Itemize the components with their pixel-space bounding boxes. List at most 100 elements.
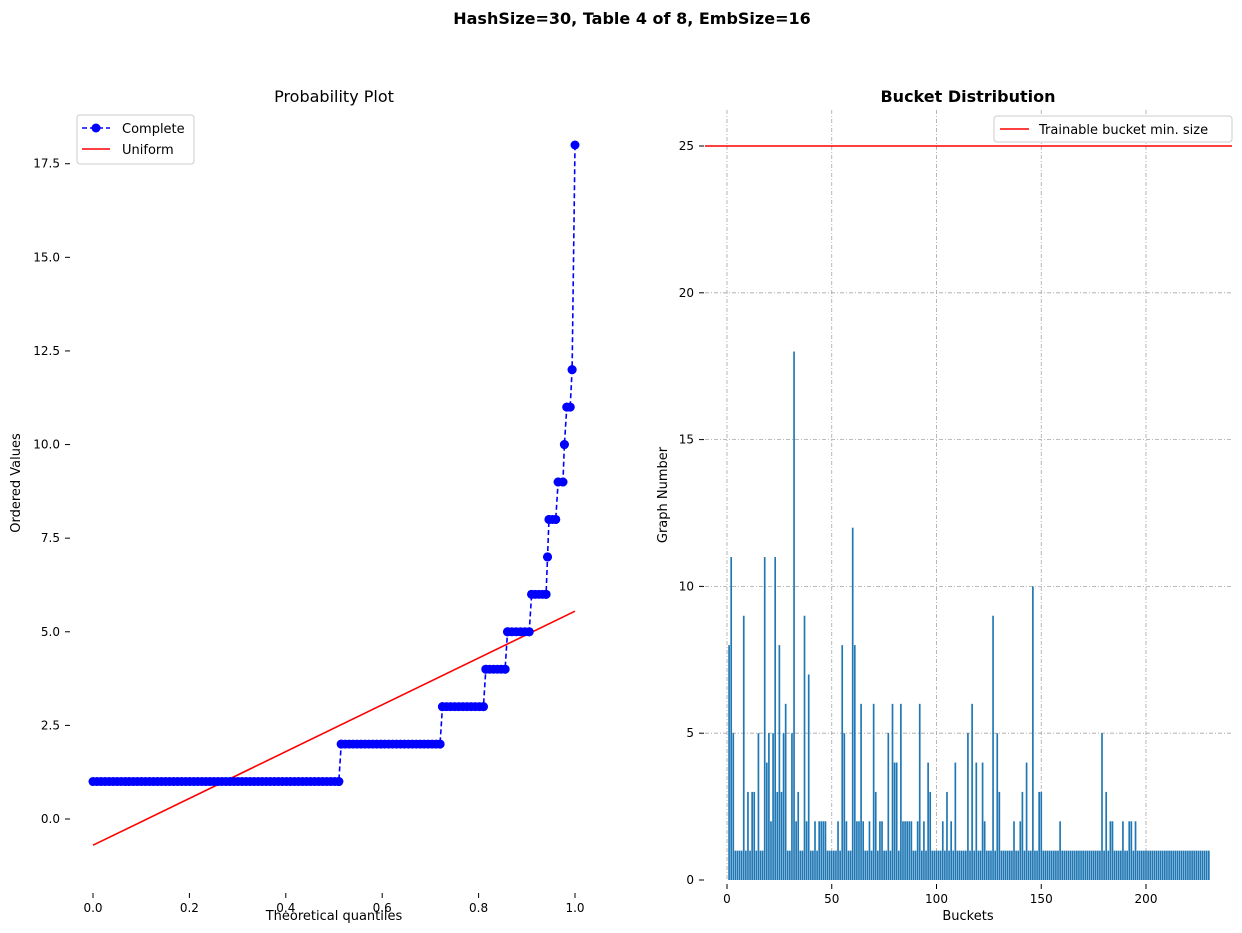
legend-label-complete: Complete: [122, 122, 185, 137]
bucket-bar: [1203, 850, 1206, 880]
probability-plot-xlabel: Theoretical quantiles: [265, 909, 403, 924]
bucket-bar: [791, 733, 793, 880]
bucket-bar: [1195, 850, 1198, 880]
bucket-bar: [1153, 850, 1156, 880]
bucket-bar: [1176, 850, 1179, 880]
bucket-bar: [1182, 850, 1185, 880]
bucket-bar: [996, 733, 999, 880]
probability-plot-x-ticks: 0.0 0.2 0.4 0.6 0.8 1.0: [83, 893, 585, 915]
bucket-bar: [1205, 850, 1208, 880]
bucket-bar: [1145, 850, 1147, 880]
complete-point: [567, 365, 577, 375]
bucket-bar: [870, 850, 873, 880]
bucket-bar: [814, 821, 816, 880]
y-tick-label: 17.5: [33, 157, 60, 171]
y-tick-label: 15.0: [33, 250, 60, 264]
complete-point: [543, 552, 553, 562]
bucket-bar: [745, 850, 747, 880]
bucket-bar: [1159, 850, 1162, 880]
y-tick-label: 5: [686, 726, 694, 740]
y-tick-label: 20: [679, 286, 694, 300]
bucket-bar: [939, 850, 942, 880]
bucket-bar: [1092, 850, 1095, 880]
bucket-bar: [1073, 850, 1076, 880]
bucket-distribution-y-ticks: 0 5 10 15 20 25: [679, 139, 704, 887]
bucket-bar: [1138, 850, 1141, 880]
bucket-bar: [958, 850, 961, 880]
bucket-bar: [1208, 850, 1210, 880]
bucket-bar: [990, 850, 992, 880]
bucket-bar: [1187, 850, 1189, 880]
y-tick-label: 0: [686, 873, 694, 887]
bucket-bar: [782, 733, 785, 880]
y-tick-label: 5.0: [41, 625, 60, 639]
bucket-bar: [941, 821, 944, 880]
bucket-distribution-plot: Bucket Distribution Buckets Graph Number…: [656, 87, 1233, 924]
bucket-bar: [805, 821, 808, 880]
bucket-bar: [738, 850, 741, 880]
bucket-bar: [1140, 850, 1143, 880]
bucket-bar: [1149, 850, 1152, 880]
bucket-bar: [900, 703, 902, 880]
x-tick-label: 100: [925, 892, 948, 906]
bucket-bar: [1128, 821, 1131, 880]
bucket-bar: [749, 850, 751, 880]
bucket-bar: [1201, 850, 1204, 880]
bucket-bar: [807, 674, 810, 880]
bucket-bar: [1050, 850, 1053, 880]
bucket-bar: [812, 850, 814, 880]
bucket-bar: [1065, 850, 1068, 880]
complete-point: [524, 627, 534, 637]
bucket-bar: [1099, 850, 1101, 880]
bucket-bar: [1134, 821, 1137, 880]
bucket-bar: [1164, 850, 1166, 880]
bucket-bar: [908, 821, 911, 880]
bucket-bar: [1122, 821, 1124, 880]
bucket-bar: [954, 762, 957, 880]
bucket-bar: [1040, 791, 1043, 880]
bucket-bar: [778, 645, 781, 880]
bucket-distribution-bars: [728, 351, 1210, 880]
y-tick-label: 12.5: [33, 344, 60, 358]
bucket-bar: [1019, 821, 1022, 880]
bucket-bar: [1115, 850, 1118, 880]
probability-plot-y-ticks: 0.0 2.5 5.0 7.5 10.0 12.5 15.0 17.5: [33, 157, 70, 826]
y-tick-label: 25: [679, 139, 694, 153]
x-tick-label: 0.6: [373, 901, 392, 915]
bucket-bar: [856, 821, 858, 880]
bucket-bar: [1036, 850, 1038, 880]
bucket-bar: [820, 821, 823, 880]
y-tick-label: 10.0: [33, 438, 60, 452]
bucket-bar: [885, 850, 888, 880]
bucket-bar: [1166, 850, 1168, 880]
bucket-bar: [1067, 850, 1070, 880]
bucket-bar: [916, 821, 919, 880]
probability-plot-title: Probability Plot: [274, 87, 394, 106]
bucket-bar: [761, 850, 764, 880]
bucket-bar: [818, 821, 821, 880]
bucket-bar: [1034, 850, 1036, 880]
bucket-bar: [1008, 850, 1011, 880]
bucket-distribution-title: Bucket Distribution: [880, 87, 1055, 106]
bucket-bar: [906, 821, 909, 880]
bucket-bar: [822, 821, 825, 880]
bucket-bar: [897, 850, 900, 880]
bucket-bar: [977, 850, 980, 880]
bucket-bar: [833, 850, 835, 880]
bucket-bar: [879, 821, 881, 880]
bucket-bar: [1032, 586, 1034, 880]
bucket-bar: [755, 850, 758, 880]
bucket-bar: [1174, 850, 1177, 880]
bucket-bar: [1168, 850, 1170, 880]
bucket-bar: [1107, 850, 1110, 880]
bucket-bar: [1013, 821, 1015, 880]
complete-point: [551, 514, 561, 524]
bucket-bar: [887, 733, 890, 880]
bucket-bar: [759, 850, 762, 880]
bucket-bar: [1124, 850, 1126, 880]
bucket-bar: [841, 645, 844, 880]
bucket-bar: [983, 821, 986, 880]
bucket-bar: [920, 850, 923, 880]
bucket-bar: [992, 615, 994, 880]
bucket-bar: [740, 850, 743, 880]
